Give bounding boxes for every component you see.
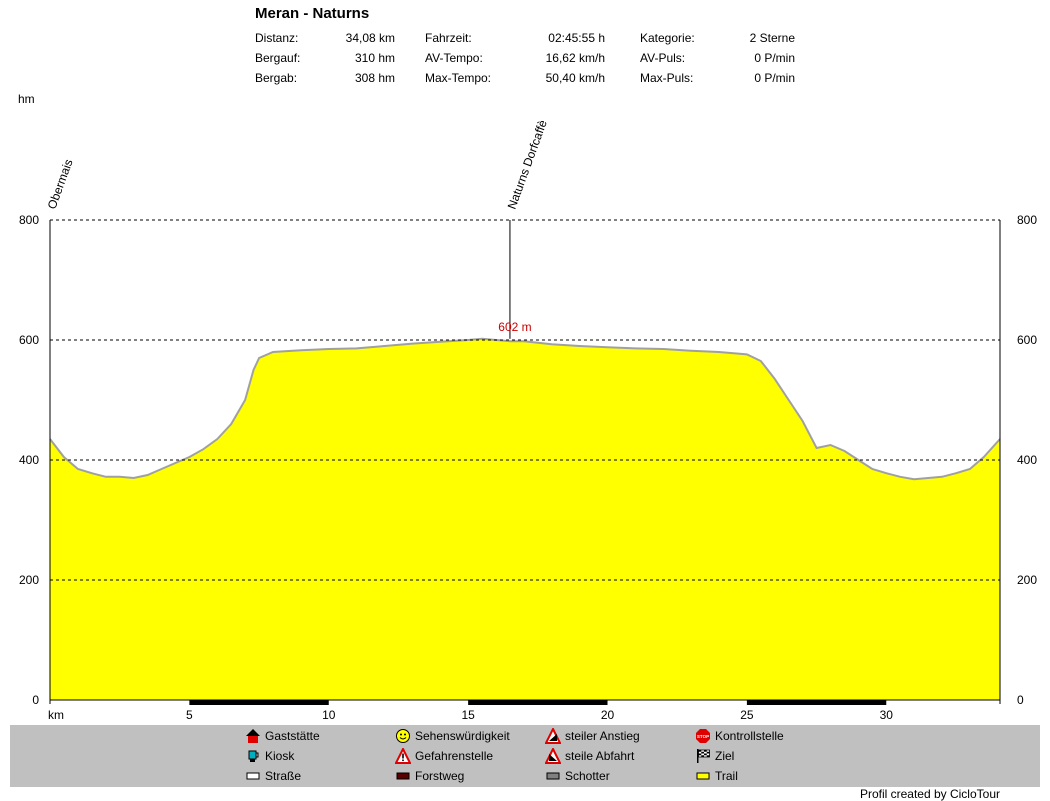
- y-tick-label-right: 800: [1017, 213, 1037, 227]
- y-tick-label-right: 0: [1017, 693, 1024, 707]
- x-tick-label: 20: [601, 708, 615, 722]
- gravel-swatch-icon: [546, 772, 560, 780]
- track-segment: [746, 700, 887, 705]
- elevation-line: [49, 337, 1001, 481]
- cup-icon: [248, 750, 259, 762]
- stop-sign-icon: STOP: [696, 729, 710, 743]
- legend: Gaststätte Kiosk Straße Sehenswürdigkeit…: [10, 725, 1040, 787]
- checkered-flag-icon: [697, 749, 710, 763]
- smiley-icon: [396, 729, 410, 743]
- track-segment: [189, 700, 329, 705]
- stat-value-max-pulse: 0 P/min: [754, 71, 795, 85]
- stat-value-avg-speed: 16,62 km/h: [545, 51, 605, 65]
- x-tick-label: 15: [461, 708, 475, 722]
- peak-elevation-label: 602 m: [498, 320, 531, 334]
- stat-value-ride-time: 02:45:55 h: [548, 31, 605, 45]
- stat-value-category: 2 Sterne: [749, 31, 795, 45]
- y-tick-label-right: 200: [1017, 573, 1037, 587]
- y-axis-label: hm: [18, 92, 35, 106]
- road-swatch-icon: [246, 772, 260, 780]
- stat-value-ascent: 310 hm: [354, 51, 395, 65]
- stat-value-distance: 34,08 km: [345, 31, 395, 45]
- y-tick-label-left: 600: [19, 333, 39, 347]
- stat-value-descent: 308 hm: [354, 71, 395, 85]
- x-tick-label: 5: [186, 708, 193, 722]
- y-tick-label-right: 600: [1017, 333, 1037, 347]
- stat-label-ride-time: Fahrzeit:: [425, 31, 472, 45]
- stat-label-descent: Bergab:: [255, 71, 298, 85]
- stat-label-max-speed: Max-Tempo:: [425, 71, 492, 85]
- svg-text:STOP: STOP: [697, 734, 709, 739]
- track-segment: [468, 700, 608, 705]
- forest-road-swatch-icon: [396, 772, 410, 780]
- x-tick-label: 10: [322, 708, 336, 722]
- x-tick-label: 30: [880, 708, 894, 722]
- house-icon: [246, 729, 260, 743]
- page-title: Meran - Naturns: [255, 5, 370, 22]
- y-tick-label-left: 400: [19, 453, 39, 467]
- stat-label-max-pulse: Max-Puls:: [640, 71, 694, 85]
- trail-swatch-icon: [696, 772, 710, 780]
- warning-icon: [395, 748, 411, 764]
- stat-label-ascent: Bergauf:: [255, 51, 301, 65]
- waypoint-label: Naturns Dorfcaffè: [505, 118, 550, 211]
- credit-text: Profil created by CicloTour: [859, 787, 1000, 801]
- y-tick-label-left: 800: [19, 213, 39, 227]
- stat-label-distance: Distanz:: [255, 31, 299, 45]
- y-tick-label-left: 200: [19, 573, 39, 587]
- elevation-area: [50, 338, 1000, 700]
- stat-value-avg-pulse: 0 P/min: [754, 51, 795, 65]
- x-tick-label: 25: [740, 708, 754, 722]
- y-tick-label-right: 400: [1017, 453, 1037, 467]
- stat-label-avg-pulse: AV-Puls:: [640, 51, 686, 65]
- y-tick-label-left: 0: [32, 693, 39, 707]
- elevation-chart: 0 0 200 200 400 400 600 600 800 800 5 10 15 20 25 30 km h…: [18, 92, 1037, 722]
- x-axis-label: km: [48, 708, 64, 722]
- stat-value-max-speed: 50,40 km/h: [545, 71, 605, 85]
- stat-label-category: Kategorie:: [640, 31, 695, 45]
- stat-label-avg-speed: AV-Tempo:: [425, 51, 483, 65]
- waypoint-label: Obermais: [45, 157, 76, 211]
- steep-climb-icon: [545, 728, 561, 744]
- steep-descent-icon: [545, 748, 561, 764]
